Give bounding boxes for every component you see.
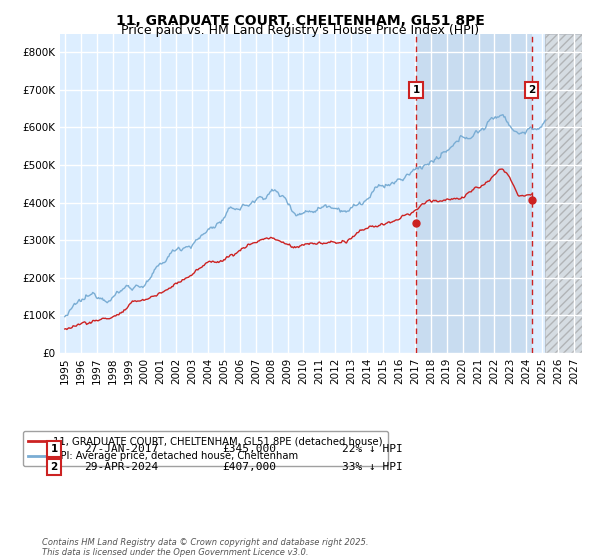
Bar [416,34,532,353]
Text: 29-APR-2024: 29-APR-2024 [84,462,158,472]
Text: 33% ↓ HPI: 33% ↓ HPI [342,462,403,472]
Text: £407,000: £407,000 [222,462,276,472]
Legend: 11, GRADUATE COURT, CHELTENHAM, GL51 8PE (detached house), HPI: Average price, d: 11, GRADUATE COURT, CHELTENHAM, GL51 8PE… [23,431,388,466]
Text: 1: 1 [50,444,58,454]
Bar [545,34,582,353]
Text: 1: 1 [413,85,420,95]
Text: Price paid vs. HM Land Registry's House Price Index (HPI): Price paid vs. HM Land Registry's House … [121,24,479,36]
Text: 27-JAN-2017: 27-JAN-2017 [84,444,158,454]
Text: £345,000: £345,000 [222,444,276,454]
Text: 11, GRADUATE COURT, CHELTENHAM, GL51 8PE: 11, GRADUATE COURT, CHELTENHAM, GL51 8PE [116,14,484,28]
Text: 2: 2 [50,462,58,472]
Text: 22% ↓ HPI: 22% ↓ HPI [342,444,403,454]
Text: Contains HM Land Registry data © Crown copyright and database right 2025.
This d: Contains HM Land Registry data © Crown c… [42,538,368,557]
Text: 2: 2 [528,85,535,95]
